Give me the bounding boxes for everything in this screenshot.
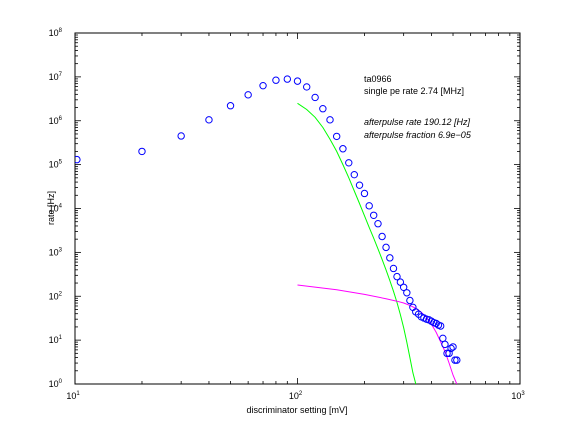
data-point [445,349,453,358]
y-tick-label: 107 [49,72,63,82]
data-point [451,356,459,364]
annotation-afterpulse-rate: afterpulse rate 190.12 [Hz] [364,117,471,127]
data-point [339,145,347,153]
y-tick-label: 102 [49,291,63,301]
data-point [365,202,373,210]
data-point [386,254,394,262]
y-tick-label: 106 [49,116,63,126]
data-point [75,155,81,164]
data-point [205,116,213,124]
plot-area [74,32,521,385]
y-axis-label: rate [Hz] [46,191,56,225]
data-point [396,278,405,286]
data-point [403,289,411,297]
x-tick-label: 101 [66,391,80,401]
y-tick-label: 104 [49,204,63,214]
data-point [138,147,146,156]
data-point [378,232,386,241]
data-point [447,344,455,353]
data-point [374,220,382,228]
y-tick-label: 103 [49,247,63,257]
axis-ticks [74,33,520,385]
x-axis-label: discriminator setting [mV] [246,405,347,415]
y-tick-label: 108 [49,28,63,38]
data-point [311,93,319,102]
x-tick-label: 103 [511,391,525,401]
data-points [75,75,461,364]
y-tick-label: 101 [49,335,63,345]
data-point [453,356,461,364]
data-point [406,296,414,305]
data-point [350,170,358,179]
data-point [283,75,292,83]
data-point [244,91,252,99]
annotation-id: ta0966 [364,74,392,84]
fit-curve-1 [297,102,417,384]
data-point [326,116,334,124]
data-point [319,105,327,113]
data-point [293,77,302,85]
data-point [259,81,267,90]
y-tick-label: 100 [49,379,63,389]
data-point [360,189,369,198]
y-tick-label: 105 [49,160,63,170]
annotation-afterpulse-fraction: afterpulse fraction 6.9e−05 [364,130,472,140]
data-point [382,243,390,252]
annotation-single-pe-rate: single pe rate 2.74 [MHz] [364,86,464,96]
data-point [177,132,185,140]
data-point [369,211,378,219]
data-point [389,264,398,273]
data-point [443,349,451,358]
data-point [449,343,457,351]
data-point [355,181,364,189]
data-point [332,132,341,141]
data-point [399,283,408,291]
data-point [441,340,449,349]
data-point [345,159,353,167]
data-point [272,76,280,84]
data-point [226,102,235,110]
data-point [303,83,311,91]
x-tick-label: 102 [289,391,303,401]
data-point [393,272,401,281]
data-point [436,322,445,330]
